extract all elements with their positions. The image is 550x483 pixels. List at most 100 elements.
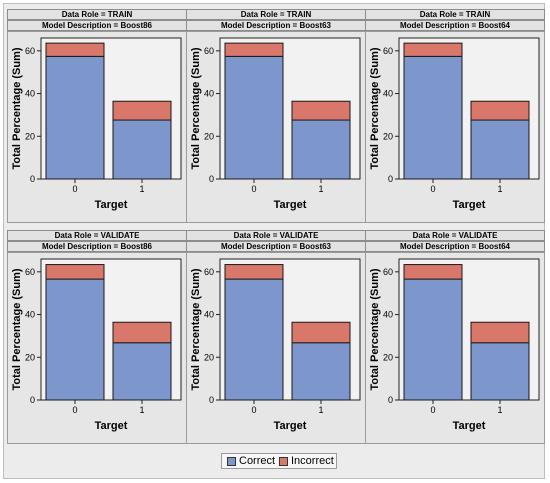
panel-row-header: Data Role = TRAIN bbox=[7, 9, 187, 20]
y-tick-label: 0 bbox=[30, 174, 35, 184]
y-tick-label: 0 bbox=[30, 395, 35, 405]
x-tick-label: 1 bbox=[318, 405, 323, 415]
bar-correct-0 bbox=[403, 278, 463, 401]
bar-incorrect-1 bbox=[112, 321, 172, 344]
panel-column-header: Model Description = Boost86 bbox=[7, 20, 187, 31]
panel-train-boost63: Data Role = TRAIN Model Description = Bo… bbox=[186, 9, 366, 223]
y-tick-label: 40 bbox=[25, 89, 35, 99]
y-tick-label: 0 bbox=[209, 174, 214, 184]
bar-correct-0 bbox=[45, 278, 105, 401]
x-tick-label: 1 bbox=[497, 405, 502, 415]
bar-incorrect-1 bbox=[291, 100, 351, 121]
bar-correct-1 bbox=[470, 342, 530, 401]
y-tick-label: 40 bbox=[204, 89, 214, 99]
bar-incorrect-0 bbox=[224, 264, 284, 280]
y-tick-label: 0 bbox=[388, 395, 393, 405]
y-tick-label: 20 bbox=[204, 352, 214, 362]
legend-swatch-correct bbox=[227, 457, 236, 466]
bar-incorrect-1 bbox=[470, 321, 530, 344]
bar-correct-1 bbox=[112, 119, 172, 180]
x-axis-title: Target bbox=[453, 199, 486, 211]
x-axis-title: Target bbox=[95, 199, 128, 211]
bar-correct-0 bbox=[224, 278, 284, 401]
bar-correct-0 bbox=[224, 55, 284, 180]
panel-plot-area: 0 20 40 60 0 1 Target Total Percentage (Sum) bbox=[7, 252, 187, 444]
bar-correct-1 bbox=[112, 342, 172, 401]
y-tick-label: 60 bbox=[25, 267, 35, 277]
x-axis-title: Target bbox=[453, 420, 486, 432]
y-tick-label: 20 bbox=[25, 131, 35, 141]
bar-incorrect-1 bbox=[291, 321, 351, 344]
x-axis-title: Target bbox=[274, 420, 307, 432]
y-tick-label: 20 bbox=[25, 352, 35, 362]
bar-correct-1 bbox=[470, 119, 530, 180]
chart-legend: Correct Incorrect bbox=[221, 453, 337, 469]
panel-plot-area: 0 20 40 60 0 1 Target Total Percentage (Sum) bbox=[7, 31, 187, 223]
bar-correct-1 bbox=[291, 119, 351, 180]
legend-label-incorrect: Incorrect bbox=[291, 455, 334, 467]
bar-correct-0 bbox=[403, 55, 463, 180]
panel-row-header: Data Role = TRAIN bbox=[186, 9, 366, 20]
x-tick-label: 0 bbox=[72, 405, 77, 415]
legend-label-correct: Correct bbox=[239, 455, 276, 467]
y-tick-label: 60 bbox=[204, 46, 214, 56]
x-tick-label: 1 bbox=[318, 184, 323, 194]
panel-row-header: Data Role = VALIDATE bbox=[186, 230, 366, 241]
bar-correct-0 bbox=[45, 55, 105, 180]
x-tick-label: 0 bbox=[430, 184, 435, 194]
panel-validate-boost64: Data Role = VALIDATE Model Description =… bbox=[365, 230, 545, 444]
panel-row-header: Data Role = VALIDATE bbox=[7, 230, 187, 241]
y-tick-label: 20 bbox=[383, 131, 393, 141]
panel-plot-area: 0 20 40 60 0 1 Target Total Percentage (Sum) bbox=[186, 252, 366, 444]
bar-incorrect-0 bbox=[45, 42, 105, 57]
panel-train-boost86: Data Role = TRAIN Model Description = Bo… bbox=[7, 9, 187, 223]
x-tick-label: 0 bbox=[251, 405, 256, 415]
y-axis-title: Total Percentage (Sum) bbox=[11, 268, 23, 390]
x-tick-label: 0 bbox=[251, 184, 256, 194]
bar-incorrect-0 bbox=[224, 42, 284, 57]
panel-train-boost64: Data Role = TRAIN Model Description = Bo… bbox=[365, 9, 545, 223]
y-tick-label: 40 bbox=[204, 310, 214, 320]
x-tick-label: 1 bbox=[139, 405, 144, 415]
panel-validate-boost86: Data Role = VALIDATE Model Description =… bbox=[7, 230, 187, 444]
y-tick-label: 40 bbox=[25, 310, 35, 320]
panel-plot-area: 0 20 40 60 0 1 Target Total Percentage (Sum) bbox=[365, 31, 545, 223]
y-tick-label: 60 bbox=[25, 46, 35, 56]
bar-incorrect-0 bbox=[45, 264, 105, 280]
x-tick-label: 0 bbox=[430, 405, 435, 415]
x-tick-label: 1 bbox=[139, 184, 144, 194]
panel-plot-area: 0 20 40 60 0 1 Target Total Percentage (Sum) bbox=[186, 31, 366, 223]
bar-incorrect-1 bbox=[470, 100, 530, 121]
y-axis-title: Total Percentage (Sum) bbox=[11, 47, 23, 169]
legend-swatch-incorrect bbox=[279, 457, 288, 466]
panel-plot-area: 0 20 40 60 0 1 Target Total Percentage (Sum) bbox=[365, 252, 545, 444]
panel-column-header: Model Description = Boost64 bbox=[365, 20, 545, 31]
y-tick-label: 60 bbox=[383, 46, 393, 56]
panel-column-header: Model Description = Boost63 bbox=[186, 241, 366, 252]
x-tick-label: 0 bbox=[72, 184, 77, 194]
y-tick-label: 60 bbox=[383, 267, 393, 277]
y-tick-label: 0 bbox=[209, 395, 214, 405]
panel-validate-boost63: Data Role = VALIDATE Model Description =… bbox=[186, 230, 366, 444]
bar-incorrect-0 bbox=[403, 42, 463, 57]
y-axis-title: Total Percentage (Sum) bbox=[369, 47, 381, 169]
panel-column-header: Model Description = Boost86 bbox=[7, 241, 187, 252]
x-axis-title: Target bbox=[274, 199, 307, 211]
panel-column-header: Model Description = Boost63 bbox=[186, 20, 366, 31]
y-tick-label: 60 bbox=[204, 267, 214, 277]
panel-row-header: Data Role = TRAIN bbox=[365, 9, 545, 20]
y-tick-label: 0 bbox=[388, 174, 393, 184]
y-axis-title: Total Percentage (Sum) bbox=[190, 47, 202, 169]
y-tick-label: 20 bbox=[204, 131, 214, 141]
x-axis-title: Target bbox=[95, 420, 128, 432]
y-axis-title: Total Percentage (Sum) bbox=[190, 268, 202, 390]
panel-column-header: Model Description = Boost64 bbox=[365, 241, 545, 252]
bar-incorrect-0 bbox=[403, 264, 463, 280]
bar-correct-1 bbox=[291, 342, 351, 401]
bar-incorrect-1 bbox=[112, 100, 172, 121]
y-tick-label: 20 bbox=[383, 352, 393, 362]
y-axis-title: Total Percentage (Sum) bbox=[369, 268, 381, 390]
y-tick-label: 40 bbox=[383, 89, 393, 99]
y-tick-label: 40 bbox=[383, 310, 393, 320]
